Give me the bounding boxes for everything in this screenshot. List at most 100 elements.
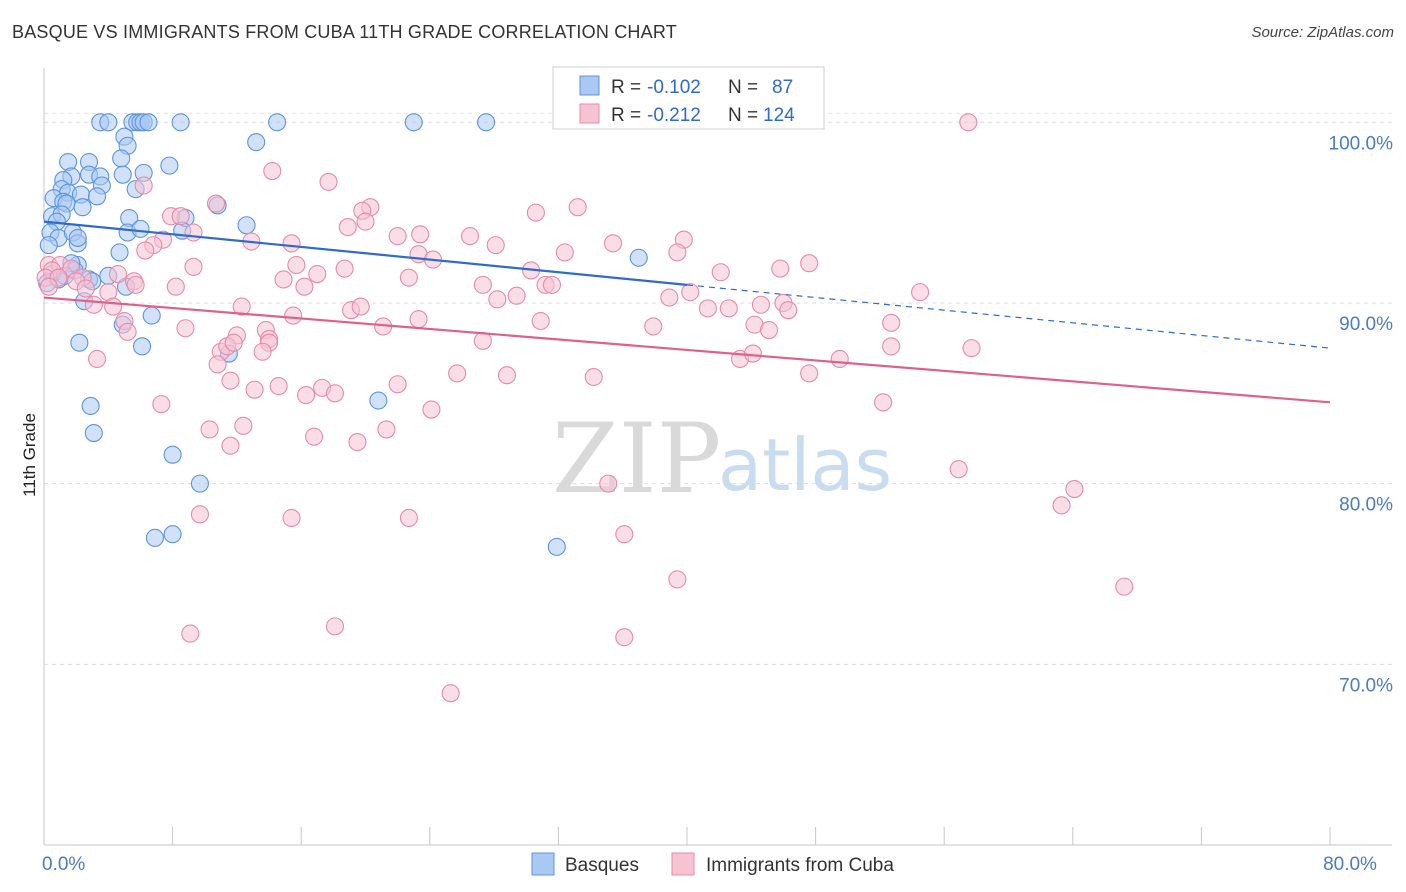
data-point: [507, 286, 526, 305]
data-point: [237, 216, 256, 235]
data-point: [1065, 480, 1084, 499]
data-point: [1052, 496, 1071, 515]
data-point: [911, 283, 930, 302]
data-point: [166, 277, 185, 296]
data-point: [136, 241, 155, 260]
data-point: [208, 355, 227, 374]
chart-title: BASQUE VS IMMIGRANTS FROM CUBA 11TH GRAD…: [12, 22, 677, 42]
data-point: [284, 306, 303, 325]
data-point: [112, 149, 131, 168]
trend-extension-basques: [686, 284, 1331, 349]
data-point: [76, 279, 95, 298]
series-legend: Basques Immigrants from Cuba: [531, 852, 894, 876]
data-point: [711, 263, 730, 282]
data-point: [743, 344, 762, 363]
data-point: [486, 236, 505, 255]
watermark-atlas: atlas: [718, 423, 892, 507]
legend-r-label-cuba: R =: [611, 105, 641, 126]
data-point: [377, 420, 396, 439]
data-point: [422, 400, 441, 419]
data-point: [87, 187, 107, 206]
data-point: [759, 321, 779, 340]
data-point: [882, 313, 901, 332]
data-point: [547, 537, 566, 556]
data-point: [81, 396, 100, 415]
data-point: [113, 165, 132, 184]
data-point: [221, 436, 240, 455]
data-point: [497, 366, 517, 385]
y-tick-label: 80.0%: [1339, 495, 1393, 516]
data-point: [160, 156, 179, 175]
axis-layer: [43, 68, 1392, 846]
data-point: [73, 198, 92, 217]
data-point: [142, 306, 161, 325]
data-point: [163, 525, 182, 544]
data-point: [949, 460, 968, 479]
data-point: [118, 322, 137, 341]
data-point: [615, 525, 634, 544]
data-point: [145, 528, 164, 547]
data-point: [134, 176, 153, 195]
data-point: [615, 628, 634, 647]
data-point: [388, 227, 407, 246]
data-point: [84, 295, 103, 314]
data-point: [133, 337, 152, 356]
data-point: [1115, 577, 1134, 596]
series-legend-label-cuba: Immigrants from Cuba: [706, 855, 894, 876]
data-point: [295, 277, 314, 296]
data-point: [190, 474, 209, 493]
data-point: [108, 264, 127, 284]
data-point: [644, 317, 663, 336]
series-cuba-points: [36, 113, 1134, 703]
data-point: [245, 380, 264, 399]
legend-n-label-basques: N =: [728, 77, 758, 98]
tick-labels: 100.0% 90.0% 80.0% 70.0% 0.0% 80.0%: [42, 133, 1393, 875]
data-point: [131, 219, 150, 238]
data-point: [163, 445, 182, 464]
watermark: ZIP atlas: [552, 403, 892, 515]
data-point: [399, 508, 418, 528]
data-point: [190, 505, 209, 524]
data-point: [253, 342, 272, 361]
stats-legend: R = -0.102 N = 87 R = -0.212 N = 124: [552, 66, 825, 130]
legend-swatch-cuba: [579, 103, 600, 124]
chart-source: Source: ZipAtlas.com: [1251, 24, 1394, 41]
data-point: [719, 299, 738, 318]
data-point: [959, 113, 978, 132]
legend-r-value-cuba: -0.212: [647, 105, 701, 126]
data-point: [388, 375, 407, 394]
data-point: [184, 223, 203, 242]
data-point: [126, 275, 145, 294]
legend-n-value-basques: 87: [772, 77, 793, 98]
legend-r-value-basques: -0.102: [647, 77, 701, 98]
trend-line-basques: [43, 220, 688, 286]
data-point: [488, 290, 507, 309]
data-point: [351, 297, 370, 316]
data-point: [176, 319, 195, 338]
data-point: [87, 349, 107, 369]
data-point: [325, 384, 345, 403]
data-point: [200, 420, 219, 439]
data-point: [308, 264, 327, 284]
data-point: [171, 207, 190, 226]
data-point: [604, 234, 623, 253]
x-tick-label: 80.0%: [1323, 854, 1377, 875]
points-layer: [36, 113, 1134, 703]
data-point: [460, 227, 480, 246]
data-point: [771, 259, 790, 278]
data-point: [882, 337, 901, 356]
y-tick-label: 70.0%: [1339, 675, 1393, 696]
data-point: [409, 310, 428, 329]
data-point: [171, 113, 190, 132]
data-point: [152, 395, 171, 414]
data-point: [668, 570, 687, 589]
data-point: [247, 133, 266, 152]
data-point: [473, 331, 492, 350]
legend-n-value-cuba: 124: [763, 105, 795, 126]
data-point: [348, 433, 367, 452]
data-point: [282, 234, 301, 253]
data-point: [399, 268, 418, 287]
data-point: [104, 297, 123, 316]
data-point: [404, 113, 423, 132]
